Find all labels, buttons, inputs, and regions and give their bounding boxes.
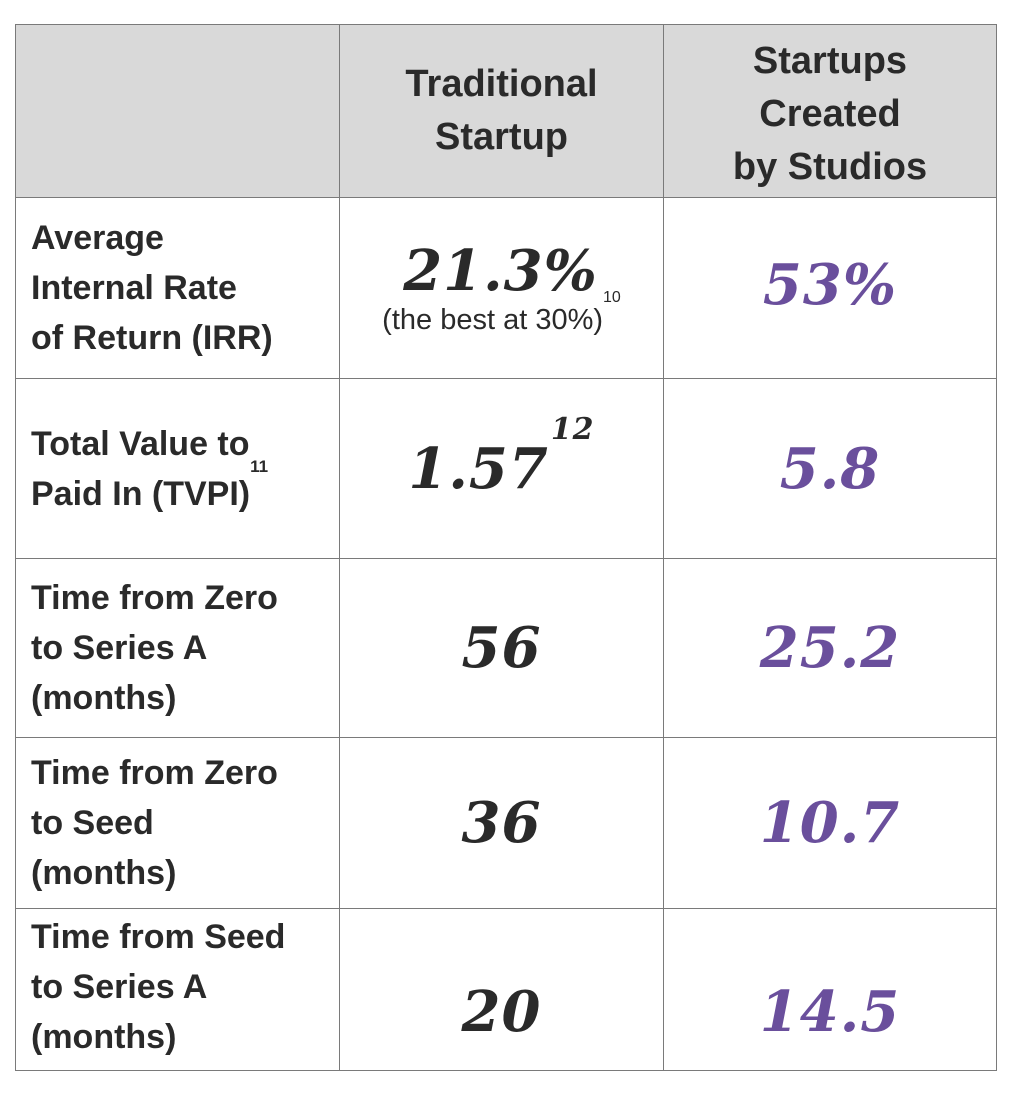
header-row: Traditional Startup Startups Created by … [15, 24, 997, 198]
table-row-zero-to-seed: Time from Zero to Seed (months) 36 10.7 [15, 737, 997, 909]
row-label: Time from Seed to Series A (months) [15, 908, 340, 1071]
header-cell-blank [15, 24, 340, 198]
header-startups-by-studios: Startups Created by Studios [663, 24, 997, 198]
traditional-value: 21.3% (the best at 30%)10 [339, 197, 664, 379]
studio-value: 53% [663, 197, 997, 379]
studio-value: 10.7 [663, 737, 997, 909]
studio-value: 14.5 [663, 908, 997, 1071]
traditional-value: 1.5712 [339, 378, 664, 559]
traditional-note: (the best at 30%)10 [382, 289, 621, 337]
table-row-seed-to-series-a: Time from Seed to Series A (months) 20 1… [15, 908, 997, 1071]
row-label: Total Value to Paid In (TVPI)11 [15, 378, 340, 559]
comparison-table: Traditional Startup Startups Created by … [15, 24, 997, 1071]
traditional-value: 20 [339, 908, 664, 1071]
table-row-tvpi: Total Value to Paid In (TVPI)11 1.5712 5… [15, 378, 997, 559]
header-traditional-startup: Traditional Startup [339, 24, 664, 198]
row-label: Time from Zero to Series A (months) [15, 558, 340, 738]
traditional-value: 56 [339, 558, 664, 738]
table-row-irr: Average Internal Rate of Return (IRR) 21… [15, 197, 997, 379]
studio-value: 25.2 [663, 558, 997, 738]
traditional-value: 36 [339, 737, 664, 909]
row-label: Time from Zero to Seed (months) [15, 737, 340, 909]
row-label: Average Internal Rate of Return (IRR) [15, 197, 340, 379]
table-row-zero-to-series-a: Time from Zero to Series A (months) 56 2… [15, 558, 997, 738]
studio-value: 5.8 [663, 378, 997, 559]
